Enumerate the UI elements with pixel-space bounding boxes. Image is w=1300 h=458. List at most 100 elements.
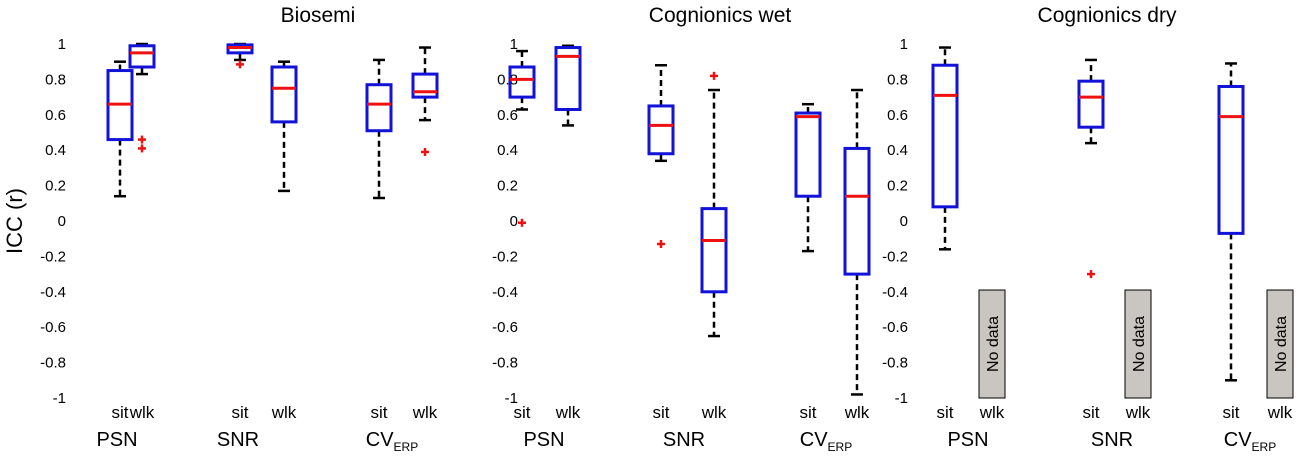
group-label-subscript: ERP (828, 440, 853, 454)
x-condition-label: sit (800, 403, 817, 422)
outlier-marker (518, 218, 526, 227)
y-tick-label: -1 (895, 390, 908, 407)
box-psn-sit (508, 49, 536, 227)
box-snr-sit (226, 42, 254, 69)
group-label-subscript: ERP (1252, 440, 1277, 454)
x-condition-label: wlk (129, 403, 155, 422)
box-cv-wlk (843, 88, 871, 396)
y-tick-label: 0 (58, 213, 66, 230)
x-condition-label: wlk (979, 403, 1005, 422)
y-tick-label: -0.4 (882, 284, 908, 301)
y-tick-label: -0.4 (492, 284, 518, 301)
box-psn-wlk (554, 44, 582, 127)
iqr-box (1217, 84, 1245, 235)
group-snr: sit wlk No data SNR (1077, 58, 1152, 451)
panel-title: Cognionics wet (649, 4, 792, 27)
y-tick-label: 0 (900, 213, 908, 230)
x-condition-label: wlk (271, 403, 297, 422)
y-tick-label: -1 (53, 390, 66, 407)
panel-3: Cognionics dry 1 0.8 0.6 0.4 0.2 0 -0.2 -0.4 -0.6… (882, 4, 1294, 454)
x-condition-label: wlk (1267, 403, 1293, 422)
no-data-label: No data (1273, 316, 1290, 372)
outlier-marker (236, 60, 244, 69)
x-condition-label: sit (653, 403, 670, 422)
y-tick-label: -0.8 (882, 355, 908, 372)
box-cv-sit (365, 58, 393, 200)
x-condition-label: sit (371, 403, 388, 422)
x-condition-label: wlk (412, 403, 438, 422)
x-condition-label: sit (1083, 403, 1100, 422)
iqr-box (411, 72, 439, 99)
group-label: SNR (217, 429, 259, 451)
box-snr-wlk (700, 71, 728, 338)
iqr-box (1077, 79, 1105, 129)
outlier-marker (421, 147, 429, 156)
y-tick-label: 0.8 (497, 71, 518, 88)
x-condition-label: wlk (555, 403, 581, 422)
iqr-box (270, 65, 298, 124)
group-label: CVERP (800, 429, 852, 454)
no-data-box: No data (1266, 289, 1294, 399)
group-cv: sit wlk CVERP (794, 88, 871, 454)
x-condition-label: wlk (844, 403, 870, 422)
x-condition-label: wlk (701, 403, 727, 422)
no-data-box: No data (1124, 289, 1152, 399)
x-condition-label: sit (937, 403, 954, 422)
y-tick-label: 0.4 (45, 142, 66, 159)
group-label: CVERP (366, 429, 418, 454)
box-snr-wlk (270, 60, 298, 193)
group-label: PSN (523, 429, 564, 451)
box-snr-sit (647, 63, 675, 249)
outlier-marker (1087, 270, 1095, 279)
group-label: CVERP (1224, 429, 1276, 454)
no-data-label: No data (985, 316, 1002, 372)
box-cv-sit (794, 102, 822, 253)
box-psn-sit (931, 46, 959, 251)
y-axis-label: ICC (r) (2, 188, 27, 254)
y-tick-label: 0.2 (497, 178, 518, 195)
box-snr-sit (1077, 58, 1105, 279)
box-psn-wlk (128, 42, 156, 153)
iqr-box (554, 46, 582, 111)
group-snr: sit wlk SNR (217, 42, 298, 451)
no-data-rect (1124, 289, 1152, 399)
box-cv-sit (1217, 62, 1245, 382)
group-label-subscript: ERP (394, 440, 419, 454)
box-cv-wlk (411, 46, 439, 156)
iqr-box (365, 83, 393, 133)
no-data-label: No data (1131, 316, 1148, 372)
no-data-box: No data (978, 289, 1006, 399)
y-tick-label: 0 (510, 213, 518, 230)
outlier-marker (138, 144, 146, 153)
panel-title: Cognionics dry (1038, 4, 1177, 27)
iqr-box (508, 65, 536, 99)
panel-title: Biosemi (281, 4, 356, 27)
y-tick-label: -0.6 (882, 319, 908, 336)
x-condition-label: sit (514, 403, 531, 422)
y-tick-label: 1 (58, 36, 66, 53)
group-psn: sit wlk No data PSN (931, 46, 1006, 451)
group-label: PSN (947, 429, 988, 451)
group-psn: sit wlk PSN (508, 44, 582, 451)
y-tick-label: 0.6 (497, 107, 518, 124)
no-data-rect (1266, 289, 1294, 399)
iqr-box (931, 63, 959, 209)
x-condition-label: sit (1223, 403, 1240, 422)
y-tick-label: -0.6 (40, 319, 66, 336)
x-condition-label: sit (112, 403, 129, 422)
y-tick-label: 1 (900, 36, 908, 53)
iqr-box (128, 44, 156, 69)
iqr-box (794, 111, 822, 198)
y-tick-label: -0.6 (492, 319, 518, 336)
y-tick-label: 0.8 (45, 71, 66, 88)
box-psn-sit (106, 60, 134, 198)
y-tick-label: -0.8 (40, 355, 66, 372)
x-condition-label: sit (232, 403, 249, 422)
y-tick-label: 0.4 (497, 142, 518, 159)
panel-2: Cognionics wet 1 0.8 0.6 0.4 0.2 0 -0.2 -0.4 -0.6… (492, 4, 871, 454)
x-condition-label: wlk (1125, 403, 1151, 422)
y-tick-label: 1 (510, 36, 518, 53)
y-tick-label: -0.4 (40, 284, 66, 301)
iqr-box (700, 207, 728, 294)
group-cv: sit wlk CVERP (365, 46, 439, 454)
